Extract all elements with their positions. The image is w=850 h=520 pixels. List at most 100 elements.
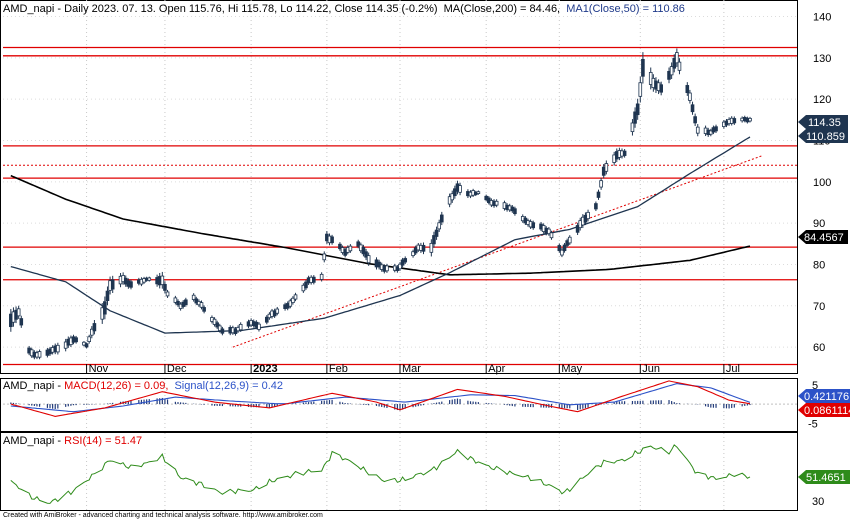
candle-body (366, 255, 371, 264)
rsi-badge: 51.4651 (798, 470, 850, 484)
ma50-badge: 110.859 (798, 129, 848, 143)
candle-body (288, 300, 293, 307)
candle-body (675, 52, 679, 64)
candle-body (398, 263, 402, 270)
candle-body (348, 245, 353, 252)
candle-body (173, 297, 178, 303)
signal-badge: 0.421176 (798, 389, 850, 403)
candle-body (364, 251, 368, 258)
candle-body (549, 232, 554, 239)
price-tick-label: 80 (813, 259, 825, 271)
ma200-badge: 84.4567 (798, 230, 848, 244)
candle-body (322, 253, 327, 261)
candle-body (458, 185, 462, 193)
candle-body (685, 85, 690, 94)
ma200-badge-shape (798, 230, 848, 244)
x-tick-label: May (561, 363, 582, 375)
rsi-badge-shape (798, 470, 850, 484)
candle-body (635, 103, 640, 116)
candle-body (695, 126, 700, 134)
price-tick-label: 90 (813, 218, 825, 230)
candle-body (586, 211, 590, 220)
price-tick-label: 100 (813, 177, 831, 189)
ma50-header: MA1(Close,50) = 110.86 (566, 3, 685, 15)
price-header-ohlc: AMD_napi - Daily 2023. 07. 13. Open 115.… (3, 3, 438, 15)
candle-body (450, 193, 455, 201)
candle-body (165, 291, 170, 297)
candle-body (330, 236, 334, 244)
candles (9, 48, 752, 360)
candle-body (233, 328, 238, 334)
candle-body (275, 308, 280, 314)
candle-body (385, 265, 389, 272)
candle-body (413, 247, 418, 254)
candle-body (361, 247, 366, 255)
candle-body (87, 336, 91, 342)
candle-body (562, 244, 567, 252)
footer-credit: Created with AmiBroker - advanced charti… (3, 512, 323, 519)
signal-badge-shape (798, 389, 850, 403)
candle-body (202, 307, 206, 312)
candle-body (319, 273, 324, 280)
candle-body (476, 191, 481, 194)
macd-line (10, 380, 751, 417)
candle-body (37, 351, 42, 358)
candle-body (238, 323, 243, 331)
candle-body (547, 228, 551, 235)
candle-body (557, 245, 562, 252)
candle-body (604, 163, 609, 172)
candle-body (575, 225, 580, 233)
moving-averages (10, 136, 751, 334)
candle-body (129, 281, 133, 288)
macd-badge-shape (798, 403, 850, 417)
candle-body (567, 236, 572, 244)
candle-body (105, 290, 110, 301)
candle-body (447, 196, 452, 205)
x-tick-label: Jun (642, 363, 660, 375)
candle-body (400, 259, 405, 266)
rsi-tick-label: 30 (812, 496, 824, 508)
candle-body (191, 294, 196, 300)
rsi-panel-frame (0, 432, 798, 511)
candle-body (596, 191, 601, 198)
candle-body (92, 323, 97, 332)
price-panel-frame (0, 0, 798, 374)
macd-tick-label: 5 (812, 380, 818, 392)
candle-body (304, 281, 308, 289)
price-tick-label: 70 (813, 301, 825, 313)
candle-body (217, 325, 222, 331)
candle-body (74, 337, 78, 343)
candle-body (594, 203, 598, 210)
candle-body (212, 318, 217, 325)
candle-body (194, 298, 199, 304)
candle-body (429, 242, 434, 253)
macd-tick-label: -5 (808, 418, 818, 430)
macd-header-prefix: AMD_napi - (3, 380, 64, 392)
ma50-badge-value: 110.859 (806, 131, 845, 143)
price-levels (3, 46, 797, 366)
ma200-line (10, 174, 751, 276)
x-tick-label: Dec (167, 363, 187, 375)
candle-body (19, 318, 24, 326)
rsi-line (10, 444, 751, 504)
candle-body (103, 301, 107, 315)
candle-body (432, 235, 436, 245)
candle-body (16, 308, 21, 317)
candle-body (199, 302, 204, 308)
x-tick-label: Nov (89, 363, 109, 375)
candle-body (257, 323, 261, 330)
candle-body (421, 244, 426, 252)
candle-body (513, 208, 517, 215)
ma50-line (10, 136, 751, 334)
close-badge-value: 114.35 (808, 117, 841, 129)
candle-body (688, 92, 692, 101)
x-tick-label: Apr (488, 363, 505, 375)
macd-panel-frame (0, 378, 798, 432)
x-axis: Nov Dec 2023 Feb Mar Apr May Jun Jul (86, 363, 740, 375)
candle-body (638, 82, 643, 97)
candle-body (176, 300, 180, 306)
candle-body (403, 258, 408, 263)
candle-body (641, 58, 645, 77)
candle-body (709, 130, 713, 135)
